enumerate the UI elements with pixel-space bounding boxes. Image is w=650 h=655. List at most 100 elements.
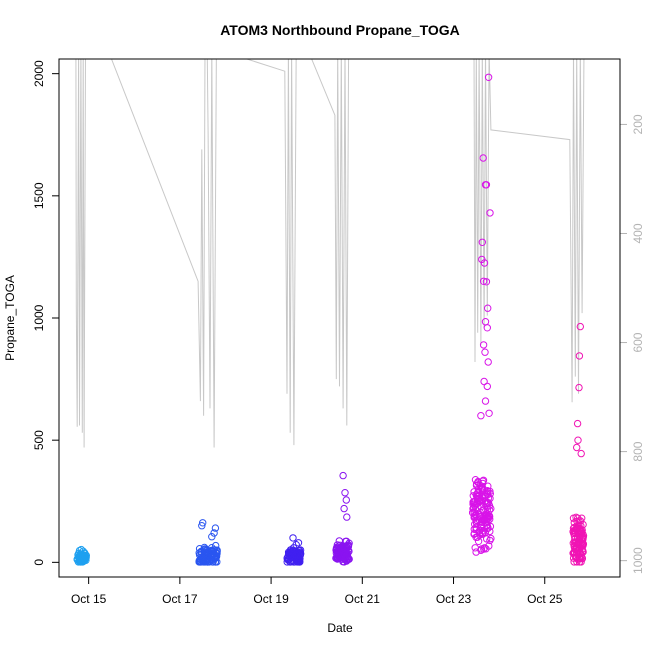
data-point [484, 524, 492, 533]
data-point [471, 544, 479, 552]
data-point [575, 517, 583, 525]
data-point [569, 539, 577, 547]
data-point [195, 549, 203, 557]
data-point [573, 419, 582, 428]
x-tick-label: Oct 19 [253, 592, 289, 606]
data-point [479, 154, 487, 162]
data-point [573, 443, 581, 452]
data-point [569, 514, 578, 522]
data-point [337, 545, 346, 553]
data-point [484, 358, 492, 366]
data-point [576, 525, 584, 533]
x-axis-label: Date [327, 621, 353, 635]
data-point [475, 496, 484, 505]
data-point [572, 525, 580, 533]
data-point [210, 529, 218, 537]
data-point [471, 501, 479, 510]
altitude-trace-line [75, 59, 585, 448]
data-point [480, 259, 489, 267]
data-point [487, 504, 495, 513]
data-point [484, 73, 493, 82]
data-point [479, 277, 488, 285]
x-tick-label: Oct 21 [345, 592, 381, 606]
data-point [345, 539, 353, 547]
data-point [482, 181, 491, 189]
data-point [342, 496, 350, 504]
data-point [294, 539, 303, 547]
data-point [335, 553, 343, 561]
data-point [472, 548, 480, 556]
data-point [576, 553, 585, 561]
right-tick-label: 1000 [631, 547, 645, 574]
data-point [578, 547, 587, 556]
y-tick-label: 2000 [32, 60, 46, 87]
y-axis-label: Propane_TOGA [3, 275, 17, 361]
data-point [573, 558, 581, 566]
data-point [210, 554, 219, 563]
data-point [76, 554, 85, 562]
data-point [481, 528, 490, 537]
plot-frame [58, 58, 621, 578]
altitude-trace-layer [75, 59, 585, 448]
data-point [474, 477, 482, 486]
data-point [292, 541, 300, 549]
data-point [470, 512, 479, 520]
data-point [473, 533, 482, 541]
data-point [206, 556, 214, 564]
data-point [79, 547, 87, 555]
data-point [286, 558, 294, 566]
data-point [575, 352, 584, 360]
data-point [484, 304, 492, 312]
axes-layer: Oct 15 Oct 17 Oct 19 Oct 21 Oct 23 Oct 25 0 500… [32, 60, 645, 606]
data-point [570, 549, 578, 557]
data-point [195, 545, 204, 553]
data-point [333, 545, 341, 554]
data-point [201, 550, 209, 558]
data-point [199, 519, 207, 527]
right-tick-label: 200 [631, 114, 645, 134]
y-tick-label: 1000 [32, 304, 46, 331]
data-point [479, 341, 488, 349]
data-point [483, 499, 492, 507]
data-point [574, 527, 582, 535]
right-tick-label: 600 [631, 332, 645, 352]
data-point [476, 481, 484, 490]
data-point [212, 541, 220, 550]
data-point [339, 471, 347, 480]
data-point [481, 397, 490, 405]
data-point [579, 533, 587, 542]
data-point [485, 409, 493, 417]
data-point [482, 278, 491, 286]
data-point [208, 533, 216, 541]
data-point [77, 545, 86, 554]
data-point [335, 537, 343, 545]
data-point [340, 504, 348, 513]
data-point [286, 552, 294, 561]
data-point [472, 523, 480, 532]
data-point [290, 553, 298, 561]
data-point [478, 485, 486, 493]
right-tick-label: 400 [631, 223, 645, 243]
data-point [473, 493, 482, 501]
data-point [481, 318, 490, 326]
data-point [482, 517, 490, 525]
data-point [575, 558, 584, 566]
data-point [477, 522, 485, 530]
x-tick-label: Oct 15 [71, 592, 107, 606]
data-point [483, 382, 491, 391]
x-tick-label: Oct 23 [436, 592, 472, 606]
data-point [208, 544, 216, 552]
data-point [487, 534, 495, 543]
y-tick-label: 1500 [32, 182, 46, 209]
data-point [344, 542, 353, 550]
data-points-layer [73, 73, 588, 566]
data-point [482, 545, 490, 553]
data-point [198, 522, 206, 530]
data-point [476, 510, 484, 519]
data-point [475, 494, 483, 502]
data-point [478, 238, 486, 247]
data-point [576, 322, 584, 331]
data-point [486, 209, 494, 217]
